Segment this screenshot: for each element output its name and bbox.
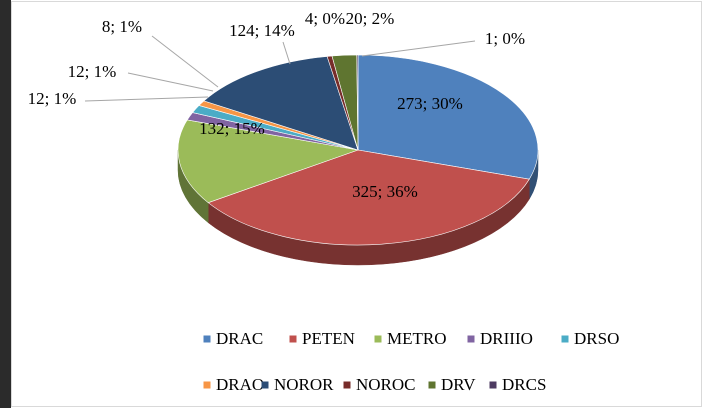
- slice: [177, 119, 360, 204]
- legend-marker: [561, 335, 569, 343]
- legend-label: DRAC: [216, 329, 263, 348]
- legend-label: PETEN: [302, 329, 355, 348]
- data-label: 1; 0%: [485, 29, 525, 48]
- data-label: 12; 1%: [28, 89, 77, 108]
- legend-label: DRAO: [216, 375, 264, 394]
- background-strip: [0, 0, 11, 408]
- legend-label: DRIIIO: [480, 329, 533, 348]
- legend: DRAC PETEN METRO DRIIIO DRSO DRAO NOROR NOROC DR…: [203, 329, 619, 394]
- data-label: 273; 30%: [397, 94, 463, 113]
- legend-label: DRCS: [502, 375, 546, 394]
- legend-marker: [489, 381, 497, 389]
- slice: [356, 54, 359, 151]
- slice: [207, 149, 530, 246]
- legend-marker: [374, 335, 382, 343]
- legend-marker: [343, 381, 351, 389]
- data-label: 124; 14%: [229, 21, 295, 40]
- legend-label: METRO: [387, 329, 447, 348]
- legend-label: NOROR: [274, 375, 334, 394]
- data-label: 8; 1%: [102, 17, 142, 36]
- data-label: 132; 15%: [199, 119, 265, 138]
- leader-line: [127, 72, 214, 92]
- legend-marker: [203, 381, 211, 389]
- pie-tops: [177, 54, 539, 246]
- legend-label: DRV: [441, 375, 476, 394]
- data-label: 325; 36%: [352, 182, 418, 201]
- legend-marker: [428, 381, 436, 389]
- legend-label: DRSO: [574, 329, 619, 348]
- slice: [357, 54, 539, 180]
- slice: [203, 56, 359, 151]
- legend-marker: [203, 335, 211, 343]
- legend-label: NOROC: [356, 375, 416, 394]
- legend-marker: [289, 335, 297, 343]
- leader-line: [151, 35, 219, 88]
- data-label: 4; 0%: [305, 9, 345, 28]
- legend-marker: [467, 335, 475, 343]
- legend-marker: [261, 381, 269, 389]
- data-label: 12; 1%: [68, 62, 117, 81]
- leader-line: [84, 96, 209, 102]
- data-label: 20; 2%: [346, 9, 395, 28]
- leader-line: [282, 41, 291, 65]
- leader-line: [361, 40, 476, 57]
- data-labels: 273; 30% 325; 36% 132; 15% 12; 1% 12; 1% 8; 1…: [28, 9, 525, 201]
